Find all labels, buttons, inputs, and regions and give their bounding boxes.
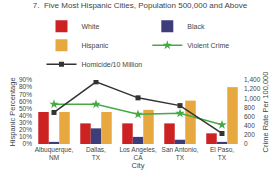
- svg-text:600: 600: [244, 113, 255, 120]
- svg-text:Violent Crime: Violent Crime: [187, 42, 229, 49]
- svg-text:30%: 30%: [19, 119, 32, 126]
- svg-text:White: White: [82, 23, 100, 30]
- svg-text:Los Angeles,CA: Los Angeles,CA: [119, 146, 156, 161]
- svg-text:0: 0: [244, 140, 248, 147]
- svg-text:800: 800: [244, 104, 255, 111]
- svg-text:Crime Rate Per 100,000: Crime Rate Per 100,000: [261, 72, 270, 153]
- svg-text:Albuquerque,NM: Albuquerque,NM: [35, 146, 74, 161]
- svg-text:50%: 50%: [19, 105, 32, 112]
- svg-text:Homicide/10 Million: Homicide/10 Million: [82, 61, 143, 68]
- svg-text:El Paso,TX: El Paso,TX: [210, 146, 234, 161]
- svg-text:Hispanic: Hispanic: [82, 42, 109, 50]
- svg-text:400: 400: [244, 122, 255, 129]
- svg-text:Dallas,TX: Dallas,TX: [86, 146, 106, 161]
- svg-text:200: 200: [244, 131, 255, 138]
- svg-text:1,400: 1,400: [244, 76, 261, 83]
- svg-text:0%: 0%: [23, 140, 33, 147]
- svg-text:80%: 80%: [19, 83, 32, 90]
- svg-text:90%: 90%: [19, 76, 32, 83]
- svg-text:70%: 70%: [19, 90, 32, 97]
- svg-text:7. Five Most Hispanic Cities,: 7. Five Most Hispanic Cities, Population…: [33, 1, 248, 10]
- svg-text:City: City: [132, 161, 145, 170]
- svg-text:20%: 20%: [19, 126, 32, 133]
- svg-text:Hispanic Percentage: Hispanic Percentage: [8, 77, 17, 146]
- svg-text:40%: 40%: [19, 112, 32, 119]
- svg-text:San Antonio,TX: San Antonio,TX: [162, 146, 199, 161]
- svg-text:Black: Black: [187, 23, 205, 30]
- svg-text:1,000: 1,000: [244, 95, 261, 102]
- svg-text:10%: 10%: [19, 133, 32, 140]
- svg-text:60%: 60%: [19, 98, 32, 105]
- svg-text:1,200: 1,200: [244, 85, 261, 92]
